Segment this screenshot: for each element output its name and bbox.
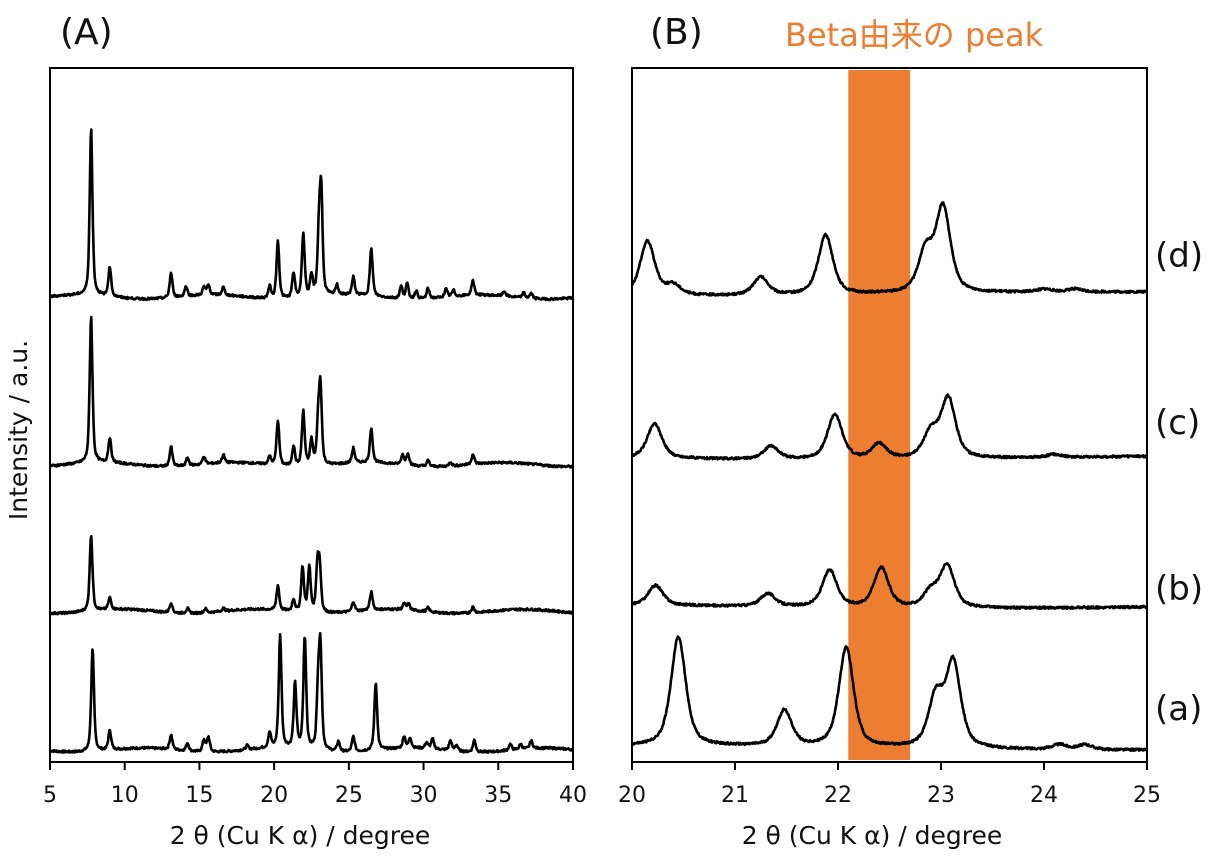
x-tick-label: 25	[335, 783, 363, 808]
plot-frame	[49, 67, 574, 763]
x-tick-label: 35	[484, 783, 512, 808]
x-tick-label: 40	[559, 783, 587, 808]
trace-c	[630, 393, 1149, 461]
x-tick-label: 22	[824, 783, 852, 808]
trace-d	[630, 201, 1148, 297]
x-tick-label: 5	[43, 783, 57, 808]
x-tick-label: 21	[721, 783, 749, 808]
panel-a-label: (A)	[60, 12, 113, 53]
x-tick-label: 30	[410, 783, 438, 808]
panel-a-xlabel: 2 θ (Cu K α) / degree	[170, 821, 431, 850]
x-tick-label: 25	[1133, 783, 1161, 808]
beta-peak-annotation: Beta由来の peak	[785, 16, 1044, 54]
x-tick-label: 10	[111, 783, 139, 808]
panel-b-plot: (a) (b) (c) (d) 20 21 22 23 24 25	[618, 67, 1203, 808]
panel-a-plot: 5 10 15 20 25 30 35 40	[43, 67, 587, 808]
x-tick-label: 23	[927, 783, 955, 808]
trace-c	[49, 315, 575, 469]
trace-b	[48, 535, 574, 616]
trace-a	[49, 632, 574, 754]
trace-label-b: (b)	[1155, 569, 1203, 609]
plot-frame	[631, 67, 1148, 763]
panel-b-label: (B)	[650, 12, 703, 53]
x-tick-label: 15	[185, 783, 213, 808]
trace-label-a: (a)	[1155, 689, 1202, 729]
beta-peak-highlight	[848, 70, 911, 760]
trace-label-d: (d)	[1155, 236, 1203, 276]
trace-a	[631, 635, 1148, 752]
trace-b	[631, 562, 1149, 610]
panel-b-xlabel: 2 θ (Cu K α) / degree	[742, 821, 1003, 850]
x-tick-label: 24	[1030, 783, 1058, 808]
x-tick-label: 20	[260, 783, 288, 808]
x-tick-label: 20	[618, 783, 646, 808]
y-axis-label: Intensity / a.u.	[4, 340, 33, 520]
trace-d	[49, 128, 575, 302]
trace-label-c: (c)	[1155, 403, 1200, 443]
